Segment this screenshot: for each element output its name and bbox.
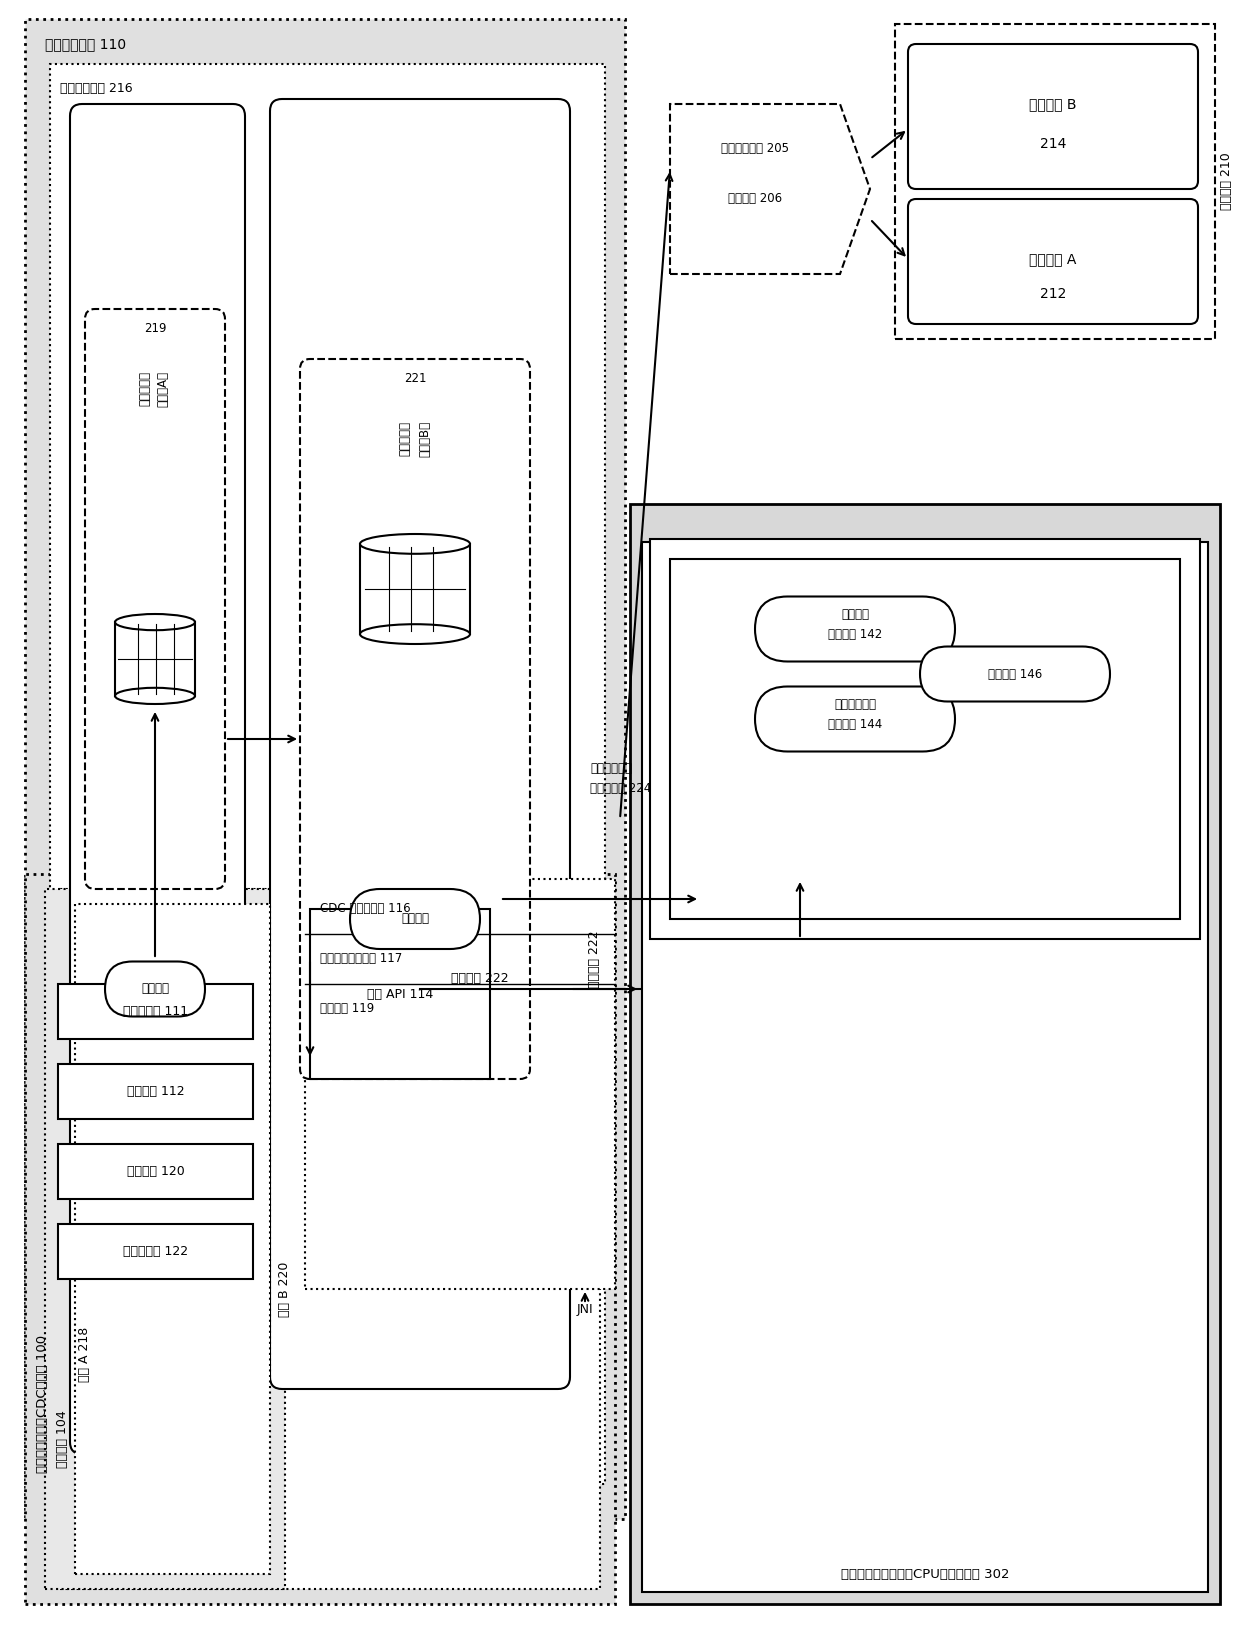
Polygon shape bbox=[670, 103, 870, 274]
Text: 节点 B 220: 节点 B 220 bbox=[279, 1262, 291, 1316]
FancyBboxPatch shape bbox=[270, 98, 570, 1388]
Bar bbox=[58, 1144, 253, 1200]
Bar bbox=[670, 559, 1180, 919]
Bar bbox=[895, 25, 1215, 339]
Text: 异构目标 210: 异构目标 210 bbox=[1220, 152, 1233, 210]
Bar bbox=[630, 505, 1220, 1605]
Text: 计算机资源（例如，CPU、存储器） 302: 计算机资源（例如，CPU、存储器） 302 bbox=[841, 1567, 1009, 1580]
Bar bbox=[650, 539, 1200, 939]
Text: 目标系统 B: 目标系统 B bbox=[1029, 97, 1076, 111]
Text: 查询缓存 144: 查询缓存 144 bbox=[828, 718, 882, 731]
FancyBboxPatch shape bbox=[920, 646, 1110, 701]
FancyBboxPatch shape bbox=[755, 687, 955, 752]
Text: 分布式源拓扑 216: 分布式源拓扑 216 bbox=[60, 82, 133, 95]
Bar bbox=[58, 1224, 253, 1278]
Text: CDC 进程管理器 116: CDC 进程管理器 116 bbox=[320, 903, 410, 916]
Text: 恢复进程 119: 恢复进程 119 bbox=[320, 1003, 374, 1016]
Text: 写入数据: 写入数据 bbox=[401, 913, 429, 926]
Bar bbox=[60, 888, 600, 1588]
Ellipse shape bbox=[115, 615, 195, 631]
Bar bbox=[25, 874, 615, 1605]
Text: 访问模块 112: 访问模块 112 bbox=[126, 1085, 185, 1098]
Text: 写入数据: 写入数据 bbox=[141, 982, 169, 995]
Text: 214: 214 bbox=[1040, 138, 1066, 151]
FancyBboxPatch shape bbox=[86, 310, 224, 888]
Bar bbox=[50, 64, 605, 1483]
Text: 访问 API 114: 访问 API 114 bbox=[367, 988, 433, 1000]
Text: 提取处理器 111: 提取处理器 111 bbox=[123, 1005, 188, 1018]
Bar bbox=[74, 905, 270, 1573]
Text: 实体（B）: 实体（B） bbox=[419, 421, 432, 457]
Text: 备用表存 142: 备用表存 142 bbox=[828, 628, 882, 641]
Text: 历史队列 146: 历史队列 146 bbox=[988, 667, 1042, 680]
FancyBboxPatch shape bbox=[300, 359, 529, 1078]
Text: 实体（A）: 实体（A） bbox=[156, 370, 170, 406]
Text: 重复记录 222: 重复记录 222 bbox=[589, 931, 601, 988]
FancyBboxPatch shape bbox=[908, 44, 1198, 188]
FancyBboxPatch shape bbox=[350, 888, 480, 949]
Text: 源变更跟踪: 源变更跟踪 bbox=[139, 372, 151, 406]
Text: 变更数据 206: 变更数据 206 bbox=[728, 192, 782, 205]
Text: 复数据删除 224: 复数据删除 224 bbox=[590, 782, 651, 795]
Text: 重复记录 222: 重复记录 222 bbox=[451, 972, 508, 985]
FancyBboxPatch shape bbox=[908, 198, 1198, 325]
Text: 变更数据捕获（CDC）系统 100: 变更数据捕获（CDC）系统 100 bbox=[36, 1334, 50, 1473]
Bar bbox=[58, 983, 253, 1039]
Text: 源变更跟踪: 源变更跟踪 bbox=[398, 421, 412, 457]
Text: 212: 212 bbox=[1040, 287, 1066, 302]
FancyBboxPatch shape bbox=[69, 103, 246, 1454]
Bar bbox=[45, 888, 285, 1588]
Text: 提取部件 104: 提取部件 104 bbox=[57, 1410, 69, 1469]
Text: JNI: JNI bbox=[577, 1303, 593, 1316]
Text: 位置存储: 位置存储 bbox=[841, 608, 869, 621]
Bar bbox=[25, 20, 625, 1519]
Ellipse shape bbox=[360, 534, 470, 554]
Bar bbox=[642, 543, 1208, 1591]
Text: 重复记录的重: 重复记录的重 bbox=[590, 762, 632, 775]
Text: 访问线程 120: 访问线程 120 bbox=[126, 1165, 185, 1178]
Text: 节点 A 218: 节点 A 218 bbox=[78, 1326, 92, 1382]
FancyBboxPatch shape bbox=[105, 962, 205, 1016]
Ellipse shape bbox=[115, 688, 195, 705]
Text: 分布式数据源 110: 分布式数据源 110 bbox=[45, 38, 126, 51]
Text: 重复数据删除进程 117: 重复数据删除进程 117 bbox=[320, 952, 402, 965]
Bar bbox=[115, 623, 195, 697]
Text: 规范格式输出 205: 规范格式输出 205 bbox=[720, 143, 789, 156]
Bar bbox=[305, 879, 615, 1288]
Text: 221: 221 bbox=[404, 372, 427, 385]
Text: 目标系统 A: 目标系统 A bbox=[1029, 252, 1076, 266]
Text: 重复数据删除: 重复数据删除 bbox=[835, 698, 875, 710]
Ellipse shape bbox=[360, 624, 470, 644]
Bar bbox=[58, 1064, 253, 1119]
Bar bbox=[310, 910, 490, 1078]
Bar bbox=[360, 544, 470, 634]
Text: 读取器线程 122: 读取器线程 122 bbox=[123, 1246, 188, 1259]
FancyBboxPatch shape bbox=[755, 597, 955, 662]
Text: 219: 219 bbox=[144, 323, 166, 336]
